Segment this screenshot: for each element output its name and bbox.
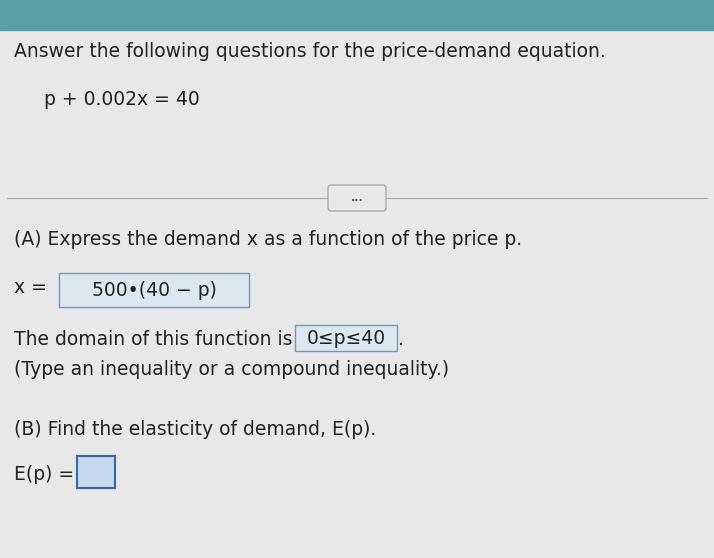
Text: The domain of this function is: The domain of this function is xyxy=(14,330,298,349)
Text: x =: x = xyxy=(14,278,53,297)
Text: Answer the following questions for the price-demand equation.: Answer the following questions for the p… xyxy=(14,42,605,61)
Text: (A) Express the demand x as a function of the price p.: (A) Express the demand x as a function o… xyxy=(14,230,522,249)
Text: (Type an inequality or a compound inequality.): (Type an inequality or a compound inequa… xyxy=(14,360,449,379)
FancyBboxPatch shape xyxy=(328,185,386,211)
FancyBboxPatch shape xyxy=(295,325,397,351)
Text: (B) Find the elasticity of demand, E(p).: (B) Find the elasticity of demand, E(p). xyxy=(14,420,376,439)
Text: E(p) =: E(p) = xyxy=(14,465,80,484)
Text: 0≤p≤40: 0≤p≤40 xyxy=(306,329,386,348)
FancyBboxPatch shape xyxy=(77,456,115,488)
Bar xyxy=(0,0,714,30)
Text: 500•(40 − p): 500•(40 − p) xyxy=(91,281,216,300)
Text: .: . xyxy=(398,330,404,349)
Text: ...: ... xyxy=(351,193,363,203)
FancyBboxPatch shape xyxy=(59,273,249,307)
Text: p + 0.002x = 40: p + 0.002x = 40 xyxy=(44,90,200,109)
